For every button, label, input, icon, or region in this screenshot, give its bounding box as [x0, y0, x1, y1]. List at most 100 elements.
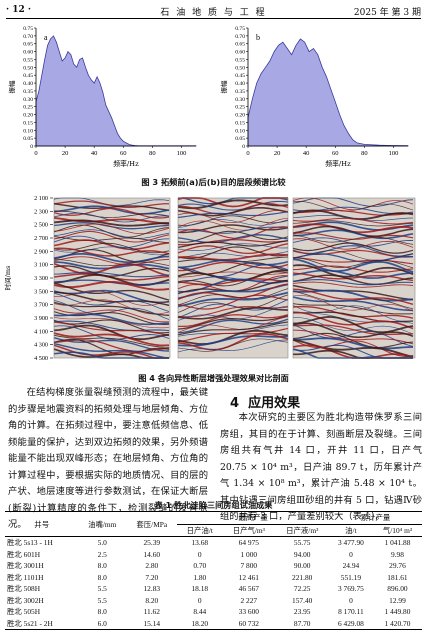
value-cell: 8.20	[145, 595, 159, 605]
seismic-reflector	[53, 224, 170, 238]
y-tick-label: 0.25	[23, 105, 33, 111]
x-tick-label: 0	[246, 150, 249, 157]
seismic-reflector	[292, 329, 414, 345]
y-tick-label: 0.20	[23, 113, 33, 119]
well-name-cell: 胜北 505H	[7, 607, 41, 617]
seismic-reflector	[177, 224, 289, 234]
seismic-reflector	[53, 271, 170, 278]
table-row: 胜北 508H 5.5 12.83 18.18 46 567 72.25 3 769.75 8…	[5, 583, 422, 595]
seismic-reflector	[292, 303, 414, 315]
value-cell: 12 461	[238, 572, 259, 582]
y-tick-label: 0.35	[23, 89, 33, 95]
seismic-reflector	[53, 337, 170, 352]
time-tick-label: 3 500	[34, 288, 48, 295]
seismic-reflector	[53, 246, 170, 256]
value-cell: 72.25	[293, 584, 311, 594]
y-tick-label: 0.05	[235, 136, 245, 142]
y-tick-label: 0.15	[23, 120, 33, 126]
seismic-reflector	[53, 219, 170, 227]
journal-title: 石 油 地 质 与 工 程	[160, 8, 267, 18]
spectrum-area	[35, 35, 197, 147]
value-cell: 87.70	[293, 618, 311, 628]
y-axis-label: 振幅	[8, 80, 16, 94]
value-cell: 0	[349, 595, 353, 605]
well-name-cell: 胜北 508H	[7, 584, 41, 594]
value-cell: 25.39	[143, 538, 161, 548]
spectrum-a-svg: 0 0.05 0.10 0.150.20 0.25 0.30 0.35 0.40 0.45 0.5…	[8, 26, 197, 168]
header-choke: 油嘴/mm	[78, 511, 127, 537]
seismic-reflector	[293, 209, 414, 216]
value-cell: 8.44	[193, 607, 207, 617]
y-tick-label: 0.10	[23, 128, 33, 134]
y-tick-label: 0.65	[235, 42, 245, 48]
y-tick-label: 0.15	[235, 120, 245, 126]
seismic-reflector	[177, 253, 289, 261]
value-cell: 0.70	[193, 561, 207, 571]
y-tick-label: 0.10	[235, 128, 245, 134]
seismic-reflector	[292, 237, 414, 247]
seismic-reflector	[292, 322, 414, 339]
y-tick-label: 0.70	[23, 34, 33, 40]
value-cell: 55.75	[293, 538, 311, 548]
seismic-reflector	[53, 239, 170, 250]
value-cell: 181.61	[387, 572, 408, 582]
section-heading: 4 应用效果	[230, 392, 300, 411]
spectrum-b-svg: 0 0.05 0.10 0.150.20 0.25 0.30 0.35 0.40 0.45 0.5…	[220, 26, 409, 168]
seismic-reflector	[177, 316, 289, 333]
x-axis-label: 频率/Hz	[113, 159, 139, 168]
page-number: · 12 ·	[6, 5, 32, 15]
seismic-reflector	[53, 229, 170, 239]
y-tick-label: 0.45	[235, 73, 245, 79]
value-cell: 60 732	[238, 618, 259, 628]
y-tick-label: 0.55	[235, 57, 245, 63]
seismic-reflector	[53, 259, 170, 267]
table-row: 胜北 5s21 - 2H 6.0 15.14 18.20 60 732 87.70 6 42…	[5, 618, 422, 630]
seismic-reflector	[178, 314, 289, 328]
seismic-reflector	[53, 313, 170, 326]
value-cell: 24.94	[342, 561, 360, 571]
value-cell: 5.5	[97, 584, 107, 594]
seismic-panel	[177, 197, 289, 359]
value-cell: 11.62	[143, 607, 160, 617]
table-row: 胜北 505H 8.0 11.62 8.44 33 600 23.95 8 170.11 1 …	[5, 606, 422, 618]
seismic-reflector	[177, 271, 289, 278]
seismic-reflector	[177, 226, 289, 239]
y-tick-label: 0.55	[23, 57, 33, 63]
value-cell: 8.0	[97, 607, 107, 617]
seismic-reflector	[53, 342, 170, 359]
value-cell: 5.0	[97, 538, 107, 548]
header-daily-gas: 日产气/m³	[232, 525, 265, 535]
x-tick-label: 100	[389, 150, 399, 157]
seismic-reflector	[292, 274, 414, 286]
seismic-reflector	[292, 288, 414, 305]
value-cell: 1.80	[193, 572, 207, 582]
x-tick-label: 20	[62, 150, 69, 157]
well-name-cell: 胜北 3002H	[7, 595, 44, 605]
x-tick-label: 20	[274, 150, 281, 157]
seismic-reflector	[53, 247, 170, 257]
seismic-reflector	[177, 256, 289, 263]
seismic-reflector	[177, 217, 289, 231]
time-tick-label: 3 300	[34, 275, 48, 282]
x-tick-label: 60	[120, 150, 127, 157]
seismic-reflector	[53, 210, 170, 218]
value-cell: 18.18	[191, 584, 209, 594]
y-tick-label: 0.70	[235, 34, 245, 40]
value-cell: 1 449.80	[384, 607, 411, 617]
y-tick-label: 0.75	[23, 26, 33, 32]
value-cell: 33 600	[238, 607, 259, 617]
value-cell: 0	[197, 595, 202, 605]
well-name-cell: 胜北 5s21 - 2H	[7, 618, 53, 628]
seismic-reflector	[177, 243, 289, 251]
value-cell: 23.95	[293, 607, 311, 617]
seismic-reflector	[292, 253, 414, 263]
seismic-panel-frame	[53, 197, 171, 359]
value-cell: 1 000	[240, 549, 258, 559]
seismic-panel-frame	[292, 197, 416, 359]
seismic-reflector	[292, 296, 414, 312]
seismic-reflector	[177, 209, 289, 224]
seismic-reflector	[177, 333, 289, 351]
value-cell: 8.0	[97, 561, 107, 571]
seismic-reflector	[177, 318, 289, 334]
seismic-reflector	[53, 317, 170, 329]
